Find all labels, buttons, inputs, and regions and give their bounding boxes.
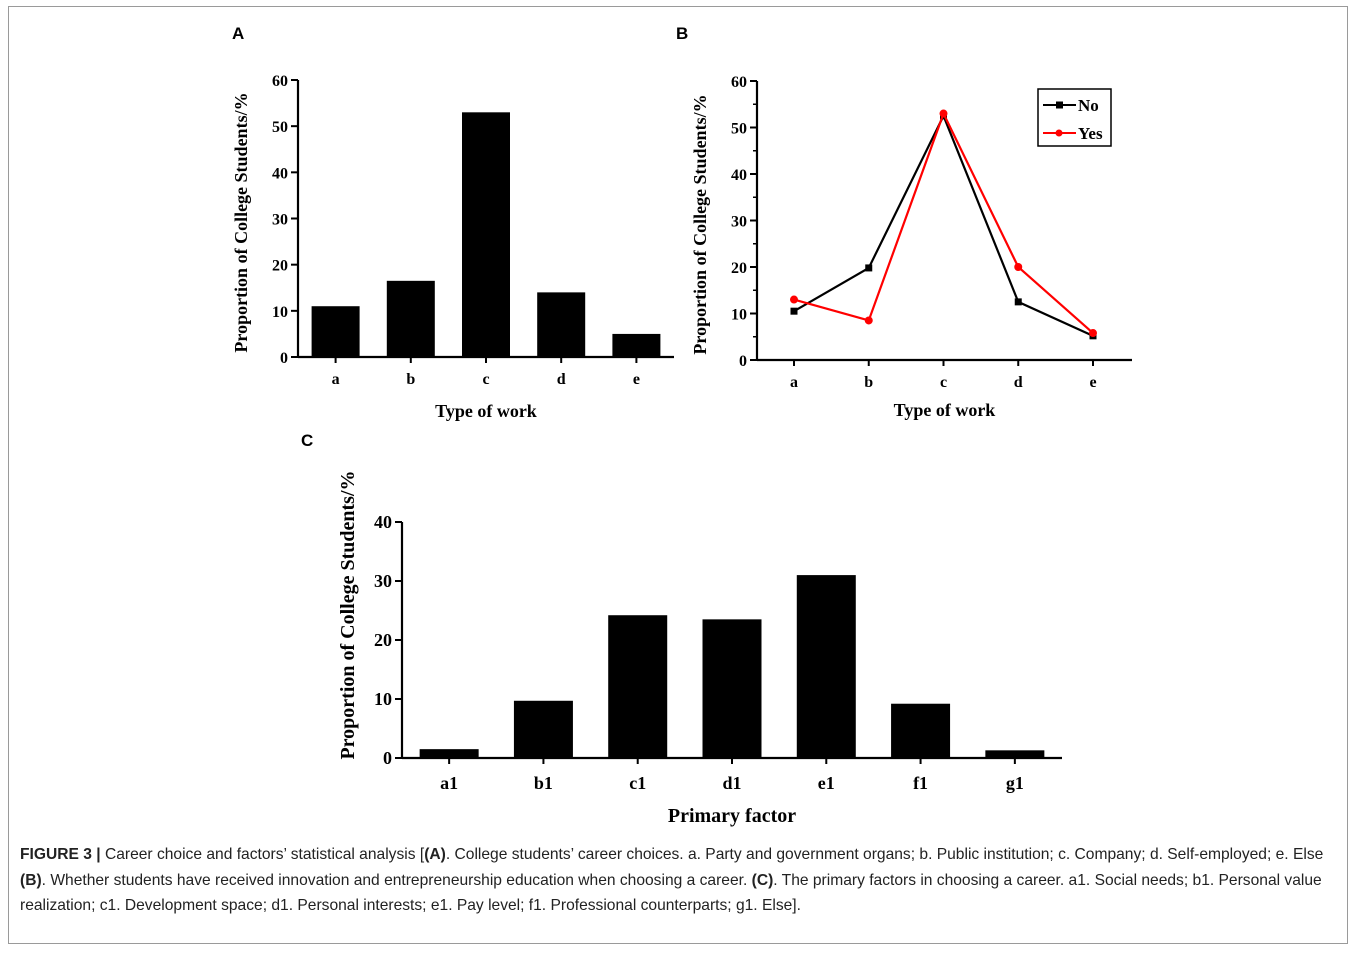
caption-ref-a: (A) <box>424 846 446 863</box>
chart-b-point-yes <box>939 109 948 118</box>
chart-b-y-tick-label: 50 <box>731 121 747 138</box>
chart-c-x-tick-label: d1 <box>722 773 741 793</box>
chart-a-y-tick-label: 30 <box>272 212 288 229</box>
chart-panel-c: 0 10 20 30 40 Primary factor Proportion of Col… <box>337 470 1062 827</box>
chart-c-y-tick-label: 30 <box>374 571 392 591</box>
chart-b-y-tick-label: 30 <box>731 214 747 231</box>
chart-a-x-tick-label: b <box>406 371 415 388</box>
chart-b-y-tick-label: 10 <box>731 307 747 324</box>
chart-c-y-axis-title: Proportion of College Students/% <box>337 470 359 759</box>
chart-a-y-tick-label: 20 <box>272 258 288 275</box>
chart-a-bar <box>537 292 586 357</box>
panel-label-c: C <box>301 431 314 450</box>
chart-b-point-yes <box>1089 329 1097 338</box>
chart-b-legend-marker-no <box>1056 101 1063 109</box>
chart-a-x-tick-label: c <box>482 371 489 388</box>
chart-c-bar <box>985 750 1045 758</box>
chart-c-x-tick-label: f1 <box>913 773 928 793</box>
chart-panel-a: 0 10 20 30 40 50 60 Type of work Proportion of C… <box>0 0 1357 440</box>
chart-c-bar <box>419 749 479 758</box>
panel-label-b: B <box>676 24 689 43</box>
chart-b-y-tick-label: 60 <box>731 74 747 91</box>
chart-c-bar <box>796 575 856 758</box>
caption-ref-b: (B) <box>20 871 42 889</box>
chart-a-svg: 0 10 20 30 40 50 60 Type of work Proportion of C… <box>231 73 674 421</box>
chart-a-y-tick-label: 40 <box>272 165 288 182</box>
chart-b-point-yes <box>1014 263 1023 271</box>
chart-a-y-tick-label: 50 <box>272 119 288 136</box>
chart-c-x-tick-label: e1 <box>818 773 835 793</box>
chart-b-legend-box <box>1037 88 1112 147</box>
chart-b-x-tick-label: c <box>940 374 947 391</box>
caption-part-2: . College students’ career choices. a. P… <box>445 846 1324 863</box>
chart-a-x-tick-label: d <box>557 371 566 388</box>
chart-b-x-tick-label: b <box>864 374 873 391</box>
chart-a-y-axis-title: Proportion of College Students/% <box>231 92 251 352</box>
chart-b-y-tick-label: 20 <box>731 260 747 277</box>
chart-c-y-tick-label: 0 <box>383 748 392 768</box>
chart-b-point-yes <box>790 295 798 304</box>
chart-a-x-axis-title: Type of work <box>435 401 537 421</box>
chart-c-bar <box>891 703 951 758</box>
chart-a-bar <box>612 333 661 357</box>
chart-b-y-axis-title: Proportion of College Students/% <box>690 94 710 354</box>
chart-c-bar <box>702 619 762 758</box>
chart-a-bar <box>462 112 510 357</box>
chart-c-x-axis-title: Primary factor <box>668 805 796 827</box>
chart-b-point-no <box>1014 298 1022 306</box>
chart-c-x-tick-label: c1 <box>629 773 646 793</box>
chart-a-y-tick-label: 60 <box>272 73 288 90</box>
chart-a-bar <box>386 280 435 357</box>
chart-b-y-tick-label: 40 <box>731 167 747 184</box>
figure-caption: FIGURE 3 | Career choice and factors’ st… <box>20 842 1336 919</box>
caption-part-3: . Whether students have received innovat… <box>41 871 752 889</box>
chart-c-x-tick-label: b1 <box>534 773 553 793</box>
chart-b-x-tick-label: d <box>1014 374 1023 391</box>
chart-b-point-yes <box>864 316 873 325</box>
figure-frame <box>8 6 1348 944</box>
chart-panel-b: 0 10 20 30 40 50 60 Type of work Proportion of C… <box>0 0 1357 440</box>
chart-b-legend-label-no: No <box>1078 96 1099 115</box>
chart-c-x-tick-label: a1 <box>440 773 458 793</box>
chart-a-y-tick-label: 0 <box>280 350 288 367</box>
chart-b-legend-marker-yes <box>1055 129 1063 137</box>
caption-figure-label: FIGURE 3 | <box>20 846 101 863</box>
chart-a-bar <box>311 306 360 357</box>
chart-b-svg: 0 10 20 30 40 50 60 Type of work Proportion of C… <box>690 74 1132 420</box>
chart-c-bar <box>608 615 668 758</box>
chart-b-y-tick-label: 0 <box>739 353 747 370</box>
chart-c-svg: 0 10 20 30 40 Primary factor Proportion of Col… <box>337 470 1062 827</box>
chart-b-x-tick-label: e <box>1089 374 1096 391</box>
chart-a-x-tick-label: e <box>633 371 640 388</box>
chart-a-y-tick-label: 10 <box>272 304 288 321</box>
panel-label-a: A <box>232 24 245 43</box>
chart-c-x-tick-label: g1 <box>1006 773 1024 793</box>
caption-part-4: . The primary factors in choosing a care… <box>20 871 1322 915</box>
caption-ref-c: (C) <box>751 871 774 889</box>
chart-b-x-axis-title: Type of work <box>894 400 996 420</box>
chart-c-y-tick-label: 20 <box>374 630 392 650</box>
chart-b-legend-label-yes: Yes <box>1078 124 1103 143</box>
chart-a-x-tick-label: a <box>332 371 340 388</box>
chart-b-point-no <box>790 307 798 315</box>
chart-c-y-tick-label: 10 <box>374 689 392 709</box>
caption-part-1: Career choice and factors’ statistical a… <box>100 846 425 863</box>
chart-c-bar <box>513 700 573 758</box>
chart-b-point-no <box>865 264 873 272</box>
chart-b-x-tick-label: a <box>790 374 798 391</box>
chart-c-y-tick-label: 40 <box>374 512 392 532</box>
